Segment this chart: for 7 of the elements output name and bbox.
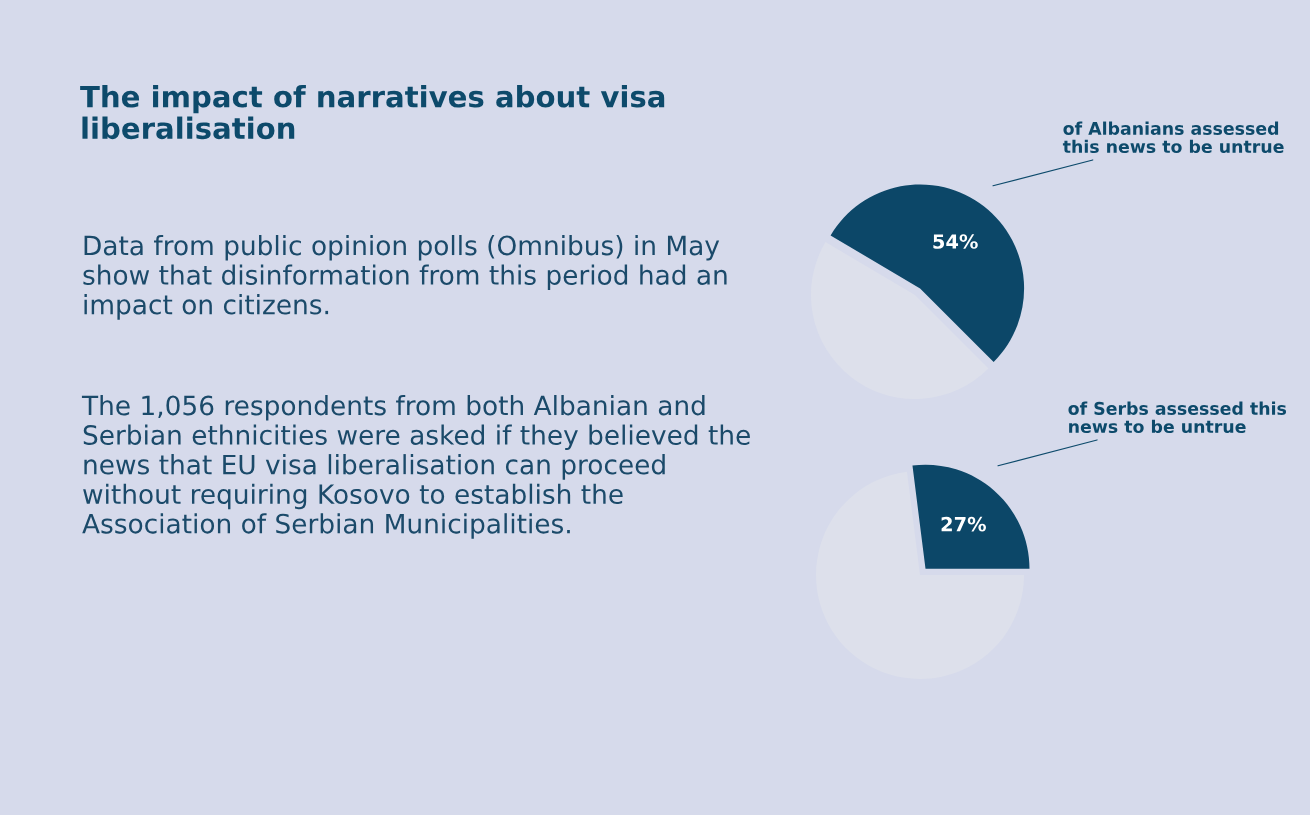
text: of Albanians assessed this news to be untrue (1062, 121, 1284, 154)
data-label: 27% (941, 516, 986, 532)
data-label: 54% (933, 234, 978, 249)
text: The impact of narratives about visa liberalisation (80, 85, 665, 140)
text: Data from public opinion polls (Omnibus) in May show that disinformation from this period had an impact on citizens. (83, 235, 727, 320)
text: of Serbs assessed this news to be untrue (1068, 401, 1287, 434)
text: The 1,056 respondents from both Albanian and Serbian ethnicities were asked if they believed the news that EU visa liberalisation can proceed without requiring Kosovo to establish the Association of Serbian Municipalities. (81, 395, 750, 539)
